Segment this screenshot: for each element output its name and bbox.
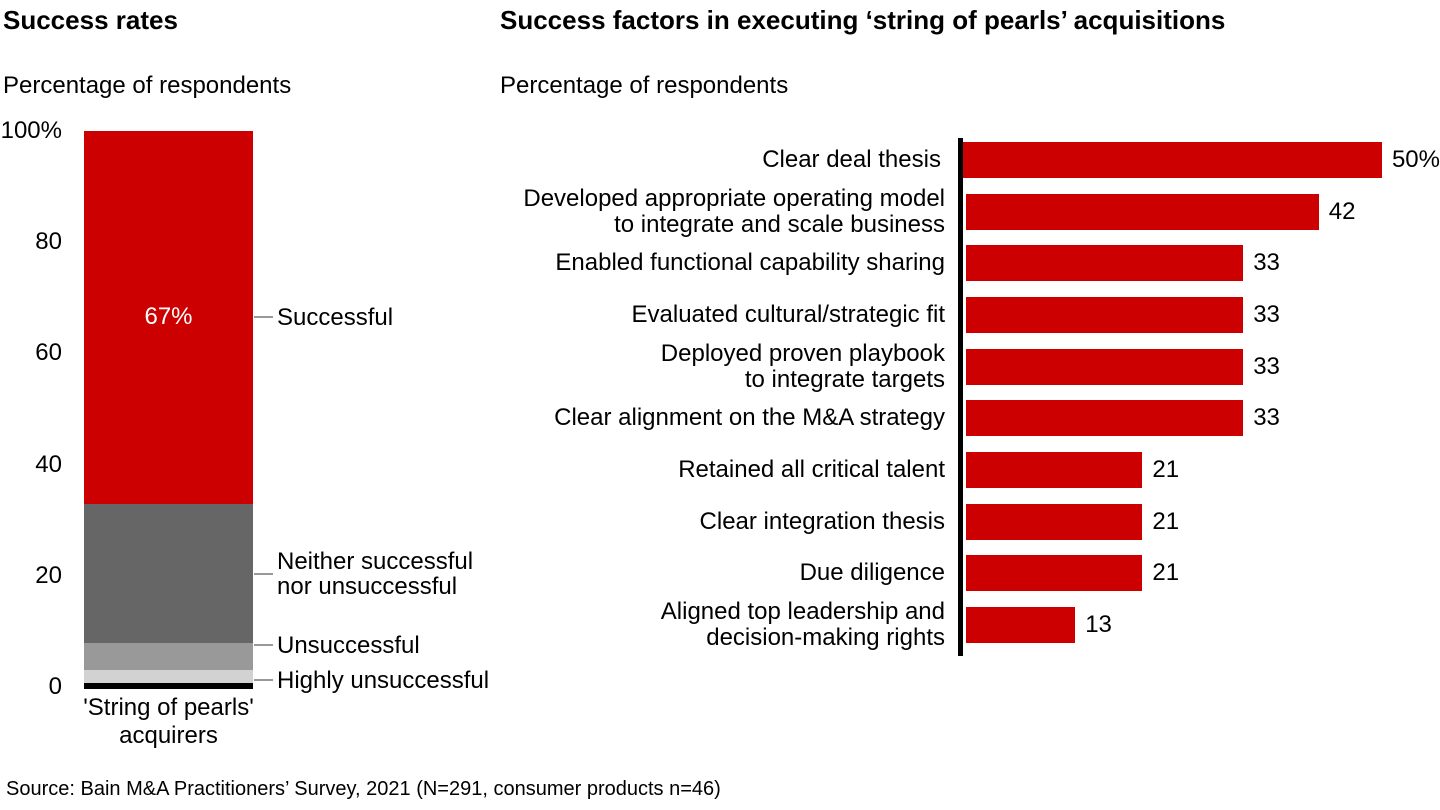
y-axis-tick-label: 60 — [35, 339, 62, 367]
x-axis-category-line-1: 'String of pearls' — [83, 694, 254, 721]
annotation-connector-line — [254, 679, 273, 681]
stacked-bar: 67% — [84, 131, 253, 687]
horizontal-bar — [966, 607, 1076, 644]
bar-value-label: 21 — [1152, 559, 1180, 587]
category-label: Enabled functional capability sharing — [500, 250, 945, 276]
bar-row: Clear integration thesis 21 — [500, 496, 1440, 548]
bar-value-label: 33 — [1253, 352, 1280, 380]
category-label: Aligned top leadership and decision-makin… — [500, 599, 945, 651]
segment-annotation: Successful — [277, 305, 393, 330]
bar-value-label: 21 — [1152, 507, 1180, 535]
y-axis-tick-label: 80 — [35, 228, 62, 256]
horizontal-bar — [966, 400, 1244, 437]
annotation-connector-line — [254, 644, 273, 646]
bar-value-label: 50% — [1391, 145, 1440, 173]
bar-row: Clear alignment on the M&A strategy 33 — [500, 392, 1440, 444]
bar-segment — [84, 670, 253, 687]
bar-value-label: 33 — [1253, 300, 1280, 328]
category-label: Deployed proven playbook to integrate tar… — [500, 339, 945, 393]
category-label: Clear integration thesis — [500, 507, 945, 535]
x-axis-baseline — [84, 683, 253, 689]
bar-value-label: 33 — [1253, 404, 1280, 432]
category-label: Clear alignment on the M&A strategy — [500, 405, 945, 431]
bar-row: Developed appropriate operating model to … — [500, 184, 1440, 238]
category-label-line: Clear integration thesis — [699, 507, 945, 535]
horizontal-bar — [966, 348, 1244, 385]
x-axis-category-line-2: acquirers — [119, 722, 218, 749]
right-chart-title: Success factors in executing ‘string of … — [500, 5, 1226, 35]
category-label-line: decision-making rights — [706, 624, 945, 652]
category-label: Clear deal thesis — [500, 145, 941, 173]
bar-row: Retained all critical talent 21 — [500, 444, 1440, 496]
bar-value-label: 33 — [1253, 249, 1280, 277]
segment-value-label: 67% — [144, 303, 193, 331]
y-axis-tick-label: 40 — [35, 450, 62, 478]
segment-annotation: Unsuccessful — [277, 633, 420, 658]
horizontal-bar — [966, 451, 1143, 488]
horizontal-bar — [961, 141, 1382, 178]
category-label: Due diligence — [500, 560, 945, 586]
category-label-line: Due diligence — [799, 559, 945, 587]
category-label: Developed appropriate operating model to … — [500, 184, 945, 238]
horizontal-bar — [966, 503, 1143, 540]
segment-annotation-line: Highly unsuccessful — [277, 666, 490, 694]
bar-row: Deployed proven playbook to integrate tar… — [500, 339, 1440, 393]
y-axis-tick-label: 100% — [0, 117, 62, 144]
segment-annotation: Neither successful nor unsuccessful — [277, 549, 473, 599]
annotation-connector-line — [254, 316, 273, 318]
segment-annotation-line: Neither successful — [277, 548, 474, 575]
bar-value-label: 13 — [1085, 611, 1112, 639]
segment-annotation-line: nor unsuccessful — [277, 573, 458, 600]
bar-value-label: 42 — [1328, 197, 1356, 225]
bar-segment: 67% — [84, 131, 253, 504]
bar-row: Due diligence 21 — [500, 548, 1440, 600]
horizontal-bar — [966, 193, 1319, 230]
category-label: Retained all critical talent — [500, 455, 945, 483]
category-label-line: Aligned top leadership and — [660, 598, 945, 626]
segment-annotation-line: Unsuccessful — [277, 631, 420, 659]
bar-row: Enabled functional capability sharing 33 — [500, 237, 1440, 289]
category-label: Evaluated cultural/strategic fit — [500, 300, 946, 328]
y-axis-tick-label: 20 — [35, 561, 62, 589]
horizontal-bar — [966, 555, 1143, 592]
category-label-line: Evaluated cultural/strategic fit — [631, 300, 946, 328]
bar-row: Clear deal thesis 50% — [500, 134, 1440, 186]
segment-annotation-line: Successful — [277, 303, 394, 331]
category-label-line: Developed appropriate operating model — [523, 184, 945, 212]
source-note: Source: Bain M&A Practitioners’ Survey, … — [6, 778, 721, 800]
x-axis-category-label: 'String of pearls' acquirers — [43, 694, 294, 750]
category-label-line: Deployed proven playbook — [660, 339, 945, 367]
y-axis-tick-label: 0 — [48, 673, 62, 700]
horizontal-bar — [966, 245, 1244, 282]
bar-row: Evaluated cultural/strategic fit 33 — [500, 289, 1440, 341]
bar-segment — [84, 642, 253, 671]
bar-value-label: 21 — [1152, 455, 1180, 483]
category-label-line: to integrate targets — [744, 365, 945, 393]
category-label-line: Enabled functional capability sharing — [555, 249, 945, 277]
horizontal-bar — [966, 296, 1244, 333]
category-label-line: Retained all critical talent — [678, 455, 945, 483]
segment-annotation: Highly unsuccessful — [277, 668, 489, 693]
category-label-line: to integrate and scale business — [614, 210, 945, 238]
left-chart-title: Success rates — [3, 5, 178, 35]
bar-segment — [84, 503, 253, 643]
hbar-rows: Clear deal thesis 50% Developed appropri… — [500, 134, 1440, 651]
annotation-connector-line — [254, 573, 273, 575]
category-label-line: Clear alignment on the M&A strategy — [554, 404, 945, 432]
right-chart-subtitle: Percentage of respondents — [500, 72, 789, 99]
right-vertical-axis — [958, 138, 963, 656]
bar-row: Aligned top leadership and decision-makin… — [500, 599, 1440, 651]
left-chart-subtitle: Percentage of respondents — [3, 72, 292, 99]
category-label-line: Clear deal thesis — [762, 145, 941, 173]
